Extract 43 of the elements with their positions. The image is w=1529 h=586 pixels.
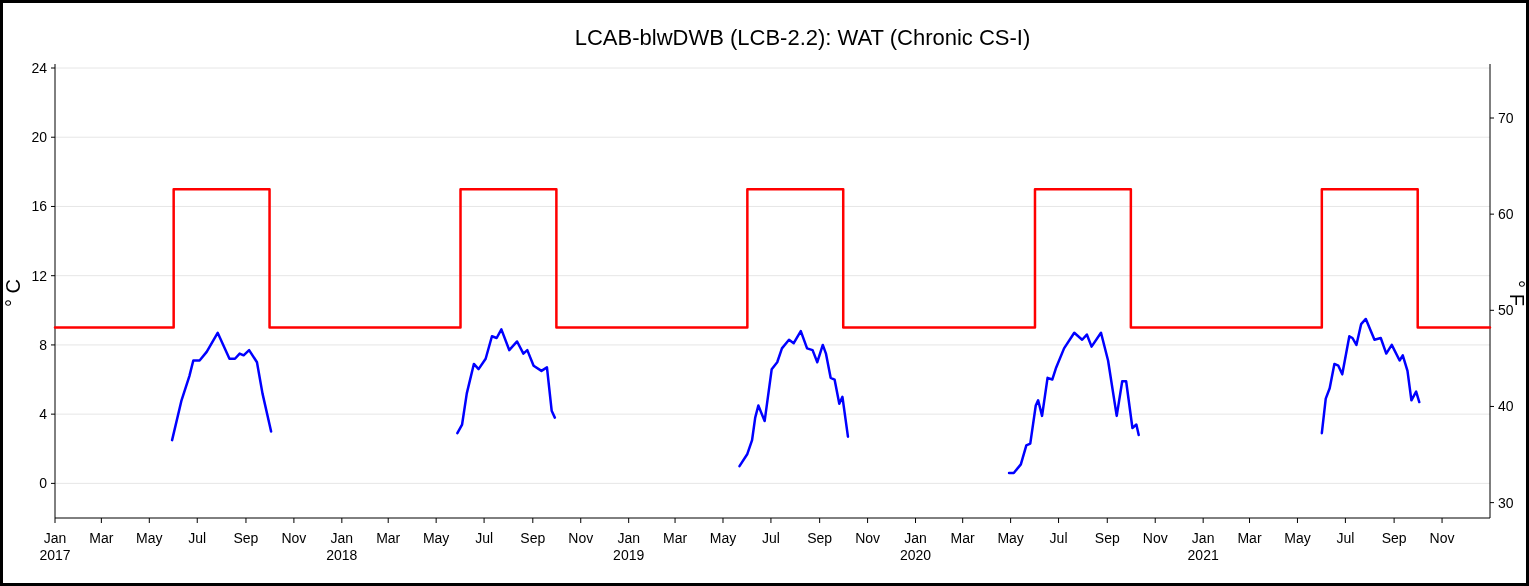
y-tick-label: 12	[31, 267, 48, 284]
x-tick-label: May	[136, 530, 163, 546]
x-tick-label: Jul	[188, 530, 207, 546]
y-tick-label: 4	[39, 406, 48, 423]
x-tick-label: Sep	[1094, 530, 1120, 546]
x-tick-label: Sep	[1381, 530, 1407, 546]
x-tick-label: Nov	[1429, 530, 1455, 546]
y-axis-title: ° C	[2, 279, 24, 307]
x-tick-label: May	[709, 530, 737, 546]
chart-title: LCAB-blwDWB (LCB-2.2): WAT (Chronic CS-I)	[574, 25, 1031, 50]
x-tick-label: Mar	[950, 530, 976, 546]
x-tick-label: Jan 2017	[39, 530, 71, 563]
x-tick-label: Jul	[761, 530, 780, 546]
x-tick-label: Mar	[1237, 530, 1262, 546]
y-tick-label: 8	[39, 336, 48, 353]
x-tick-label: Jul	[475, 530, 494, 546]
x-tick-label: Sep	[233, 530, 259, 546]
x-tick-label: Nov	[568, 530, 594, 546]
x-tick-label: Jan 2020	[899, 530, 932, 563]
x-tick-label: Jul	[1049, 530, 1068, 546]
y-tick-label: 20	[31, 129, 48, 146]
y-tick-label: 24	[31, 59, 48, 76]
x-tick-label: Nov	[1142, 530, 1168, 546]
y-tick-label: 0	[39, 475, 48, 492]
x-tick-label: Mar	[376, 530, 401, 546]
x-tick-label: Nov	[281, 530, 307, 546]
y2-tick-label: 70	[1498, 109, 1514, 126]
x-tick-label: Sep	[520, 530, 546, 546]
x-tick-label: Jan 2018	[326, 530, 358, 563]
x-tick-label: Nov	[855, 530, 881, 546]
y2-tick-label: 30	[1498, 494, 1514, 511]
x-tick-label: Jul	[1336, 530, 1355, 546]
y2-tick-label: 40	[1498, 398, 1514, 415]
x-tick-label: May	[422, 530, 450, 546]
y2-tick-label: 60	[1498, 206, 1514, 223]
x-tick-label: Mar	[89, 530, 114, 546]
x-tick-label: Jan 2019	[613, 530, 645, 563]
x-tick-label: Mar	[662, 530, 688, 546]
x-tick-label: May	[997, 530, 1024, 546]
x-tick-label: Sep	[807, 530, 833, 546]
x-tick-label: Jan 2021	[1187, 530, 1219, 563]
y-tick-label: 16	[31, 198, 48, 215]
x-tick-label: May	[1284, 530, 1311, 546]
